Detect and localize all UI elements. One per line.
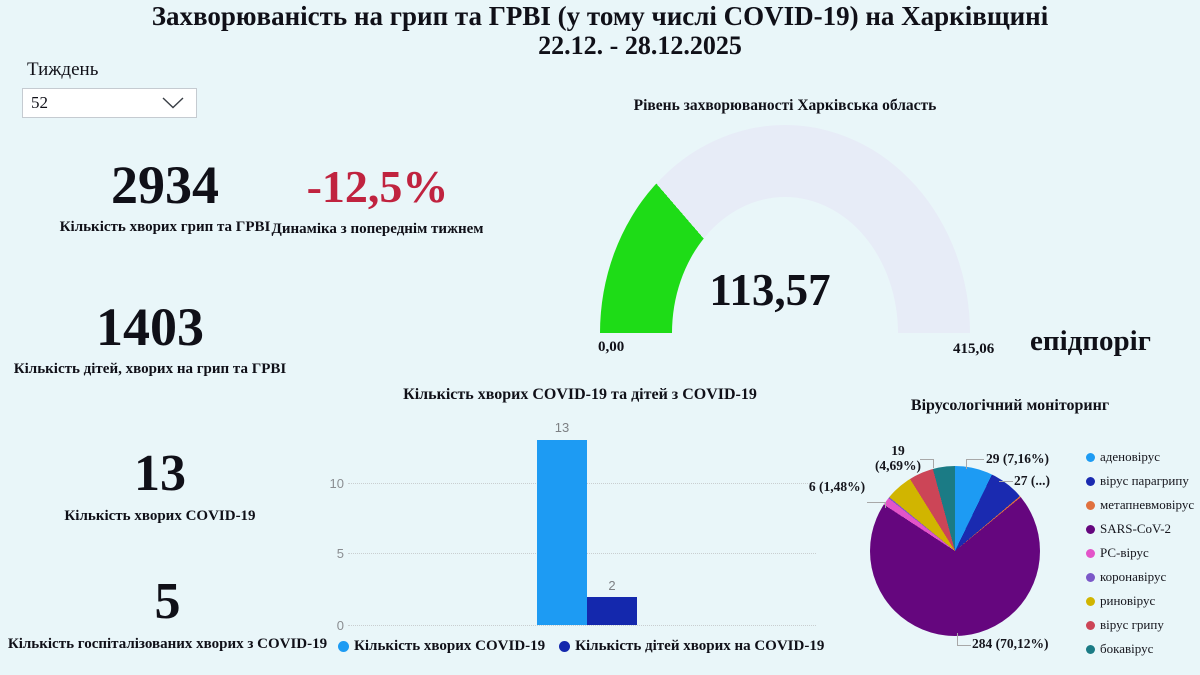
legend-item[interactable]: SARS-CoV-2 (1086, 517, 1194, 541)
kpi-label: Кількість хворих грип та ГРВІ (59, 219, 271, 235)
legend-swatch-icon (1086, 620, 1095, 630)
dynamics-value: -12,5% (306, 161, 449, 212)
label-leader-line (957, 645, 971, 646)
pie-data-label: 19 (4,69%) (874, 443, 922, 473)
legend-swatch-icon (1086, 644, 1095, 654)
legend-swatch-icon (1086, 524, 1095, 534)
gauge-title: Рівень захворюваності Харківська область (633, 97, 937, 114)
legend-swatch-icon (1086, 452, 1095, 462)
gauge-value: 113,57 (709, 265, 831, 315)
legend-label: Кількість хворих COVID-19 (354, 638, 546, 654)
kpi-value: 13 (134, 445, 186, 502)
label-leader-line (885, 502, 886, 508)
legend-item[interactable]: Кількість хворих COVID-19 (338, 638, 545, 655)
legend-label: SARS-CoV-2 (1100, 521, 1172, 536)
label-leader-line (867, 502, 885, 503)
y-axis-tick: 10 (329, 476, 344, 491)
label-leader-line (999, 481, 1013, 482)
legend-item[interactable]: коронавірус (1086, 565, 1194, 589)
bar-chart-title: Кількість хворих COVID-19 та дітей з COV… (403, 386, 757, 403)
label-leader-line (966, 459, 984, 460)
bar[interactable] (587, 596, 637, 625)
kpi-flu-children: 1403 Кількість дітей, хворих на грип та … (0, 299, 300, 378)
week-dropdown-value: 52 (31, 93, 48, 112)
legend-label: коронавірус (1100, 569, 1167, 584)
legend-swatch-icon (1086, 548, 1095, 558)
pie-legend: аденовірус вірус парагрипу метапневмовірус… (1086, 445, 1194, 661)
legend-item[interactable]: РС-вірус (1086, 541, 1194, 565)
label-leader-line (957, 633, 958, 646)
kpi-flu-total: 2934 Кількість хворих грип та ГРВІ (15, 157, 315, 236)
kpi-value: 2934 (111, 155, 219, 215)
legend-label: метапневмовірус (1100, 497, 1195, 512)
bar-chart-legend: Кількість хворих COVID-19 Кількість діте… (338, 638, 824, 655)
label-leader-line (933, 459, 934, 468)
legend-label: РС-вірус (1100, 545, 1149, 560)
legend-item[interactable]: Кількість дітей хворих на COVID-19 (559, 638, 824, 655)
legend-item[interactable]: метапневмовірус (1086, 493, 1194, 517)
legend-item[interactable]: риновірус (1086, 589, 1194, 613)
gridline-0 (348, 625, 816, 626)
legend-swatch-icon (559, 641, 571, 652)
week-filter-label: Тиждень (27, 59, 99, 80)
gauge-max-label: 415,06 (953, 341, 995, 357)
legend-item[interactable]: бокавірус (1086, 637, 1194, 661)
legend-item[interactable]: вірус грипу (1086, 613, 1194, 637)
legend-label: аденовірус (1100, 449, 1160, 464)
legend-label: бокавірус (1100, 641, 1154, 656)
pie-data-label: 27 (...) (1014, 473, 1050, 488)
kpi-covid-hospitalized: 5 Кількість госпіталізованих хворих з CO… (0, 574, 335, 653)
label-leader-line (966, 459, 967, 469)
legend-label: вірус парагрипу (1100, 473, 1189, 488)
dynamics-label: Динаміка з попереднім тижнем (271, 221, 484, 237)
bar-data-label: 13 (554, 420, 570, 435)
pie-data-label: 6 (1,48%) (808, 479, 866, 494)
bar-data-label: 2 (608, 578, 616, 593)
kpi-label: Кількість хворих COVID-19 (64, 508, 256, 524)
kpi-label: Кількість госпіталізованих хворих з COVI… (7, 636, 328, 652)
pie-data-label: 29 (7,16%) (986, 451, 1049, 466)
gauge-target-label: епідпоріг (1030, 325, 1151, 357)
pie-chart-title: Вірусологічний моніторинг (910, 397, 1110, 414)
pie-data-label: 284 (70,12%) (972, 636, 1049, 651)
legend-swatch-icon (338, 641, 349, 652)
kpi-week-dynamics: -12,5% Динаміка з попереднім тижнем (255, 162, 500, 238)
kpi-label: Кількість дітей, хворих на грип та ГРВІ (13, 361, 287, 377)
legend-label: риновірус (1100, 593, 1156, 608)
y-axis-tick: 5 (336, 546, 344, 561)
bar[interactable] (537, 440, 587, 625)
kpi-value: 1403 (96, 297, 204, 357)
gauge-min-label: 0,00 (598, 339, 625, 355)
legend-swatch-icon (1086, 500, 1095, 510)
chevron-down-icon (162, 97, 184, 109)
kpi-value: 5 (154, 573, 181, 630)
label-leader-line (920, 459, 933, 460)
page-title: Захворюваність на грип та ГРВІ (у тому ч… (151, 1, 1049, 31)
kpi-covid-total: 13 Кількість хворих COVID-19 (15, 446, 305, 525)
legend-label: вірус грипу (1100, 617, 1164, 632)
legend-swatch-icon (1086, 596, 1095, 606)
pie[interactable] (870, 466, 1040, 636)
page-subtitle-dates: 22.12. - 28.12.2025 (538, 31, 742, 60)
legend-swatch-icon (1086, 476, 1095, 486)
gauge-chart[interactable] (600, 125, 970, 333)
legend-label: Кількість дітей хворих на COVID-19 (575, 638, 825, 654)
legend-swatch-icon (1086, 572, 1095, 582)
y-axis-tick: 0 (336, 618, 344, 633)
legend-item[interactable]: аденовірус (1086, 445, 1194, 469)
week-dropdown[interactable]: 52 (22, 88, 197, 118)
legend-item[interactable]: вірус парагрипу (1086, 469, 1194, 493)
